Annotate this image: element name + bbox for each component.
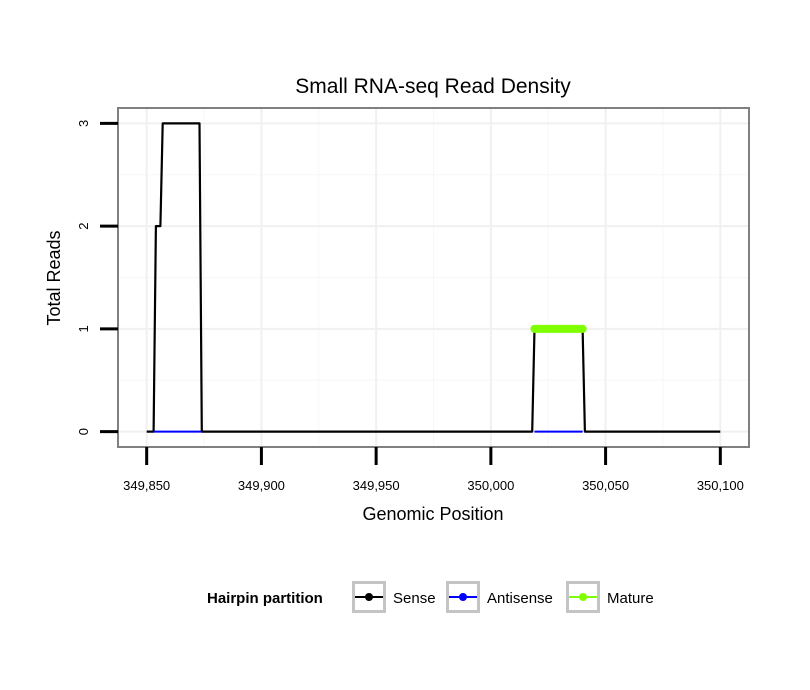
series-layer (146, 122, 721, 433)
y-tick-label: 0 (76, 428, 91, 435)
legend-key-dot (365, 593, 373, 601)
x-tick-label: 349,900 (238, 478, 285, 493)
legend-label: Mature (607, 590, 654, 607)
x-tick-label: 349,850 (123, 478, 170, 493)
legend-key-dot (579, 593, 587, 601)
legend-label: Sense (393, 590, 436, 607)
legend-title: Hairpin partition (207, 590, 323, 607)
chart-title: Small RNA-seq Read Density (295, 75, 571, 98)
x-tick-label: 349,950 (353, 478, 400, 493)
plot-border (117, 107, 750, 448)
x-axis: 349,850 349,900 349,950 350,000 350,050 350,1… (123, 447, 744, 493)
y-axis: 0 1 2 3 (76, 120, 118, 435)
y-tick-label: 2 (76, 223, 91, 230)
y-tick-label: 1 (76, 325, 91, 332)
y-axis-title: Total Reads (44, 230, 64, 325)
x-tick-label: 350,100 (697, 478, 744, 493)
x-tick-label: 350,050 (582, 478, 629, 493)
legend-key-dot (459, 593, 467, 601)
legend-label: Antisense (487, 590, 553, 607)
x-axis-title: Genomic Position (362, 504, 503, 524)
x-tick-label: 350,000 (467, 478, 514, 493)
legend: Hairpin partition Sense Antisense Mature (207, 581, 654, 613)
grid-minor (118, 108, 749, 447)
y-tick-label: 3 (76, 120, 91, 127)
